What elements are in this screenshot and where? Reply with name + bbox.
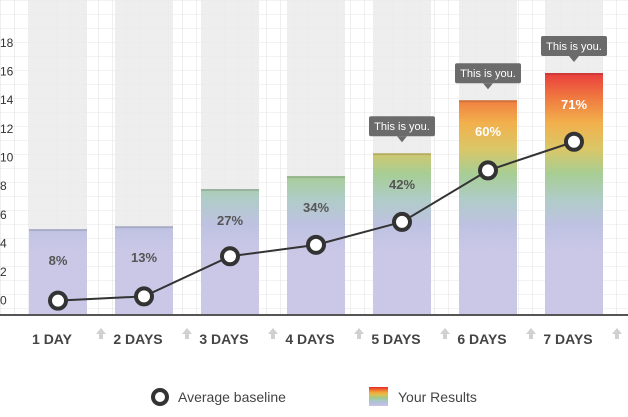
y-tick-label: 12 — [0, 122, 14, 136]
data-label: 8% — [49, 253, 68, 268]
x-tick-label: 5 DAYS — [371, 331, 420, 347]
baseline-point — [478, 160, 498, 181]
x-tick-label: 3 DAYS — [199, 331, 248, 347]
y-tick-label: 0 — [0, 294, 7, 308]
arrow-up-icon — [268, 328, 278, 339]
x-tick-label: 4 DAYS — [285, 331, 334, 347]
bar — [459, 100, 517, 316]
y-tick-label: 16 — [0, 65, 14, 79]
legend-results-icon — [369, 387, 388, 406]
data-label: 34% — [303, 200, 329, 215]
y-tick-label: 18 — [0, 36, 14, 50]
callout-pointer — [483, 83, 493, 90]
callout-pointer — [569, 56, 579, 63]
callout-box — [369, 116, 435, 137]
bar-top-edge — [287, 176, 345, 179]
legend-baseline-label: Average baseline — [178, 389, 286, 405]
y-tick-label: 2 — [0, 265, 7, 279]
y-tick-label: 14 — [0, 93, 14, 107]
arrow-up-icon — [440, 328, 450, 339]
arrow-up-icon — [612, 328, 622, 339]
callout-text: This is you. — [374, 121, 430, 133]
baseline-point — [134, 286, 154, 307]
callout-text: This is you. — [460, 68, 516, 80]
legend-baseline-icon — [151, 388, 169, 406]
x-tick-label: 7 DAYS — [543, 331, 592, 347]
callout-text: This is you. — [546, 41, 602, 53]
data-label: 27% — [217, 213, 243, 228]
bar-top-edge — [201, 189, 259, 191]
y-tick-label: 6 — [0, 208, 7, 222]
callout-box — [541, 36, 607, 57]
data-label: 71% — [561, 97, 587, 112]
data-label: 42% — [389, 177, 415, 192]
legend-results-label: Your Results — [398, 389, 477, 405]
bar-top-edge — [115, 226, 173, 229]
arrow-up-icon — [354, 328, 364, 339]
bar-top-edge — [545, 73, 603, 76]
x-tick-label: 1 DAY — [32, 331, 73, 347]
y-tick-label: 4 — [0, 236, 7, 250]
bar-top-edge — [459, 100, 517, 103]
bar — [545, 73, 603, 315]
y-tick-label: 10 — [0, 151, 14, 165]
bar — [373, 153, 431, 315]
x-tick-label: 6 DAYS — [457, 331, 506, 347]
baseline-point — [220, 246, 240, 267]
arrow-up-icon — [526, 328, 536, 339]
baseline-point — [48, 290, 68, 311]
arrow-up-icon — [182, 328, 192, 339]
data-label: 60% — [475, 124, 501, 139]
x-tick-label: 2 DAYS — [113, 331, 162, 347]
bar-top-edge — [29, 229, 87, 232]
bar-top-edge — [373, 153, 431, 156]
data-label: 13% — [131, 250, 157, 265]
baseline-point — [392, 211, 412, 232]
callout-pointer — [397, 136, 407, 143]
arrow-up-icon — [96, 328, 106, 339]
callout-box — [455, 63, 521, 84]
y-tick-label: 8 — [0, 179, 7, 193]
baseline-point — [564, 131, 584, 152]
baseline-point — [306, 234, 326, 255]
